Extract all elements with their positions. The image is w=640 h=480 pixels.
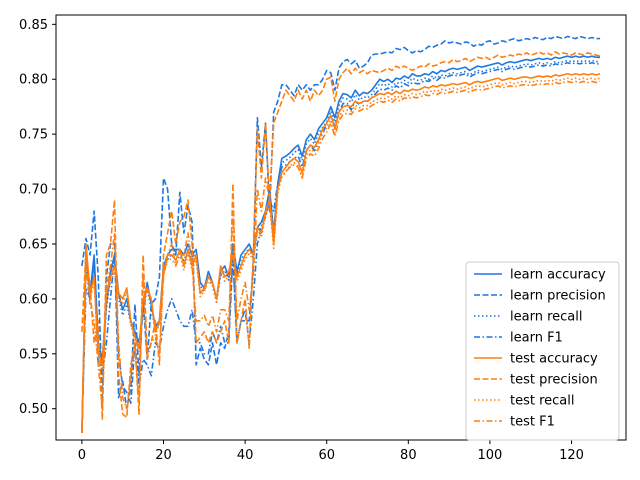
x-tick-label: 40 (237, 448, 254, 463)
y-tick-label: 0.60 (19, 292, 48, 307)
plot-lines (81, 35, 601, 433)
series-line-learn-recall (81, 59, 601, 433)
legend-label-test-f1: test F1 (510, 415, 555, 430)
y-tick-label: 0.80 (19, 73, 48, 88)
legend-label-test-precision: test precision (510, 373, 598, 388)
axes-frame (55, 14, 627, 441)
y-axis: 0.50 0.55 0.60 0.65 0.70 0.75 0.80 0.85 (19, 18, 56, 417)
y-tick-label: 0.70 (19, 183, 48, 198)
legend-box (465, 261, 620, 441)
legend-label-test-accuracy: test accuracy (510, 352, 598, 367)
series-line-learn-f1 (81, 61, 601, 433)
x-axis: 0 20 40 60 80 100 120 (78, 440, 584, 463)
y-tick-label: 0.55 (19, 347, 48, 362)
x-tick-label: 0 (78, 448, 86, 463)
series-line-test-f1 (81, 80, 601, 433)
legend-label-learn-accuracy: learn accuracy (510, 268, 606, 283)
y-tick-label: 0.65 (19, 237, 48, 252)
y-tick-label: 0.75 (19, 128, 48, 143)
x-tick-label: 20 (155, 448, 172, 463)
legend-label-learn-precision: learn precision (510, 289, 606, 304)
series-line-learn-precision (81, 35, 601, 410)
series-line-test-recall (81, 77, 601, 433)
x-tick-label: 80 (400, 448, 417, 463)
y-tick-label: 0.85 (19, 18, 48, 33)
x-tick-label: 100 (478, 448, 503, 463)
series-line-test-precision (81, 50, 601, 421)
y-tick-label: 0.50 (19, 402, 48, 417)
x-tick-label: 60 (318, 448, 335, 463)
x-tick-label: 120 (559, 448, 584, 463)
legend-label-learn-f1: learn F1 (510, 331, 563, 346)
legend-label-learn-recall: learn recall (510, 310, 582, 325)
legend: learn accuracy learn precision learn recal… (465, 261, 620, 441)
legend-label-test-recall: test recall (510, 394, 575, 409)
